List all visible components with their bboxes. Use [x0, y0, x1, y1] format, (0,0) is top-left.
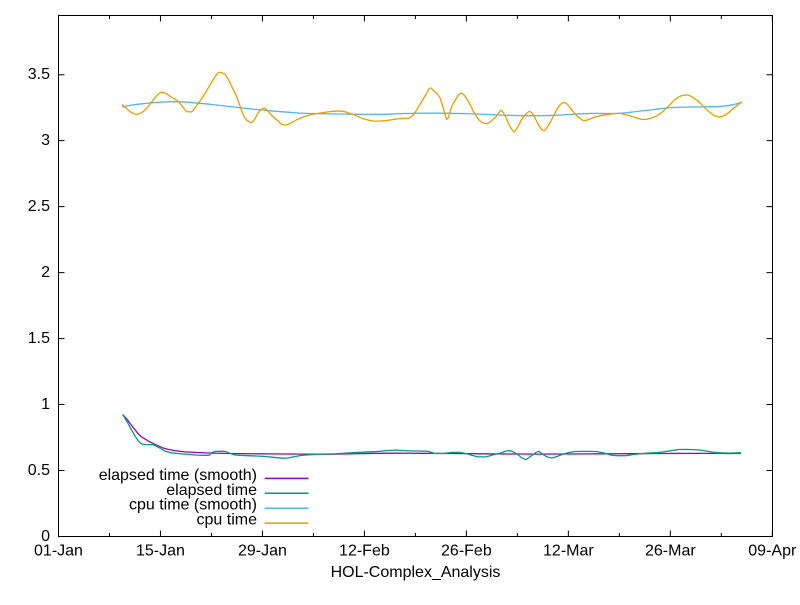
svg-text:26-Mar: 26-Mar [645, 543, 696, 560]
svg-text:29-Jan: 29-Jan [238, 543, 287, 560]
svg-text:cpu time (smooth): cpu time (smooth) [129, 497, 257, 514]
svg-text:1: 1 [41, 396, 50, 413]
svg-text:0: 0 [41, 528, 50, 545]
svg-text:3: 3 [41, 132, 50, 149]
svg-text:HOL-Complex_Analysis: HOL-Complex_Analysis [331, 564, 501, 581]
svg-text:12-Feb: 12-Feb [339, 543, 390, 560]
svg-text:15-Jan: 15-Jan [136, 543, 185, 560]
svg-text:0.5: 0.5 [28, 462, 50, 479]
svg-text:01-Jan: 01-Jan [34, 543, 83, 560]
svg-text:2.5: 2.5 [28, 198, 50, 215]
svg-text:elapsed time (smooth): elapsed time (smooth) [99, 467, 257, 484]
svg-text:2: 2 [41, 264, 50, 281]
svg-text:elapsed time: elapsed time [166, 482, 257, 499]
svg-text:cpu time: cpu time [197, 512, 258, 529]
svg-text:09-Apr: 09-Apr [748, 543, 797, 560]
svg-text:26-Feb: 26-Feb [441, 543, 492, 560]
svg-text:3.5: 3.5 [28, 66, 50, 83]
svg-text:1.5: 1.5 [28, 330, 50, 347]
svg-text:12-Mar: 12-Mar [543, 543, 594, 560]
